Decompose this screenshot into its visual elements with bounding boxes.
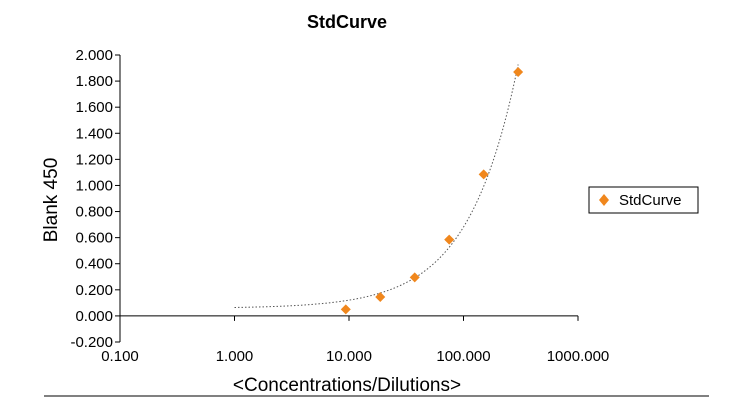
- data-point: [444, 234, 455, 245]
- data-point: [478, 169, 489, 180]
- y-tick-label: 1.000: [75, 177, 113, 194]
- y-tick-label: 1.600: [75, 99, 113, 116]
- data-point: [409, 272, 420, 283]
- legend-marker-diamond: [599, 194, 609, 206]
- y-tick-label: 1.800: [75, 73, 113, 90]
- y-tick-label: 0.600: [75, 230, 113, 247]
- data-point: [375, 291, 386, 302]
- y-axis-ticks: -0.200 0.000 0.200 0.400 0.600 0.800 1.000 1.20…: [70, 47, 120, 351]
- data-points: [340, 66, 524, 315]
- legend: StdCurve: [588, 186, 699, 214]
- y-tick-label: 0.000: [75, 308, 113, 325]
- y-tick-label: 1.200: [75, 151, 113, 168]
- legend-label: StdCurve: [619, 192, 682, 209]
- trendline: [234, 64, 519, 308]
- y-tick-label: 1.400: [75, 125, 113, 142]
- x-axis-ticks: 0.100 1.000 10.000 100.000 1000.000: [101, 315, 610, 365]
- y-tick-label: -0.200: [70, 334, 113, 351]
- y-tick-label: 2.000: [75, 47, 113, 64]
- x-tick-label: 0.100: [101, 348, 139, 365]
- y-tick-label: 0.800: [75, 204, 113, 221]
- plot-area: -0.200 0.000 0.200 0.400 0.600 0.800 1.000 1.20…: [70, 47, 609, 365]
- x-tick-label: 1.000: [216, 348, 254, 365]
- y-axis-title: Blank 450: [41, 158, 62, 243]
- data-point: [513, 66, 524, 77]
- chart-title: StdCurve: [307, 12, 387, 32]
- y-tick-label: 0.200: [75, 282, 113, 299]
- x-axis-title: <Concentrations/Dilutions>: [233, 375, 461, 396]
- x-tick-label: 1000.000: [547, 348, 610, 365]
- x-tick-label: 10.000: [326, 348, 372, 365]
- y-tick-label: 0.400: [75, 256, 113, 273]
- x-tick-label: 100.000: [436, 348, 490, 365]
- data-point: [340, 304, 351, 315]
